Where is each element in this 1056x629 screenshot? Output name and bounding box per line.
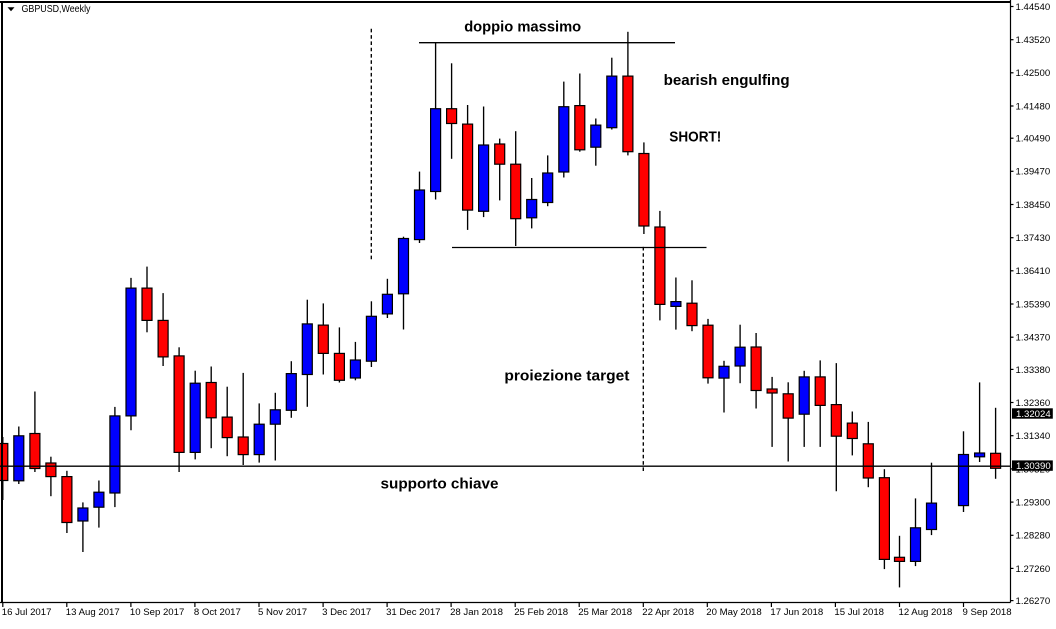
svg-text:1.33380: 1.33380 [1016, 365, 1051, 376]
svg-text:16 Jul 2017: 16 Jul 2017 [2, 607, 52, 618]
svg-text:1.34370: 1.34370 [1016, 333, 1051, 344]
svg-text:1.40490: 1.40490 [1016, 134, 1051, 145]
svg-text:bearish engulfing: bearish engulfing [664, 72, 790, 89]
svg-text:20 May 2018: 20 May 2018 [706, 607, 761, 618]
svg-text:22 Apr 2018: 22 Apr 2018 [642, 607, 694, 618]
svg-text:5 Nov 2017: 5 Nov 2017 [258, 607, 307, 618]
svg-text:8 Oct 2017: 8 Oct 2017 [194, 607, 241, 618]
svg-text:supporto chiave: supporto chiave [381, 476, 499, 493]
svg-text:28 Jan 2018: 28 Jan 2018 [450, 607, 503, 618]
svg-text:1.26270: 1.26270 [1016, 596, 1051, 607]
svg-text:10 Sep 2017: 10 Sep 2017 [130, 607, 184, 618]
svg-text:1.29300: 1.29300 [1016, 498, 1051, 509]
svg-text:1.32024: 1.32024 [1016, 409, 1051, 420]
svg-text:1.30390: 1.30390 [1016, 461, 1051, 472]
svg-text:1.44540: 1.44540 [1016, 2, 1051, 13]
svg-text:25 Feb 2018: 25 Feb 2018 [514, 607, 568, 618]
svg-text:1.39470: 1.39470 [1016, 167, 1051, 178]
svg-text:12 Aug 2018: 12 Aug 2018 [899, 607, 953, 618]
svg-text:GBPUSD,Weekly: GBPUSD,Weekly [22, 4, 92, 15]
svg-text:1.32360: 1.32360 [1016, 398, 1051, 409]
svg-text:1.37430: 1.37430 [1016, 233, 1051, 244]
svg-text:1.35390: 1.35390 [1016, 299, 1051, 310]
svg-text:doppio massimo: doppio massimo [464, 19, 581, 36]
svg-text:proiezione target: proiezione target [504, 368, 629, 385]
svg-text:1.41480: 1.41480 [1016, 101, 1051, 112]
svg-text:25 Mar 2018: 25 Mar 2018 [578, 607, 632, 618]
svg-text:1.38450: 1.38450 [1016, 200, 1051, 211]
svg-text:31 Dec 2017: 31 Dec 2017 [386, 607, 440, 618]
svg-text:17 Jun 2018: 17 Jun 2018 [770, 607, 823, 618]
svg-text:1.31340: 1.31340 [1016, 431, 1051, 442]
svg-text:1.27260: 1.27260 [1016, 564, 1051, 575]
svg-text:SHORT!: SHORT! [669, 129, 721, 146]
svg-text:13 Aug 2017: 13 Aug 2017 [66, 607, 120, 618]
svg-text:1.42500: 1.42500 [1016, 68, 1051, 79]
svg-text:9 Sep 2018: 9 Sep 2018 [963, 607, 1012, 618]
svg-text:15 Jul 2018: 15 Jul 2018 [834, 607, 884, 618]
svg-text:1.36410: 1.36410 [1016, 266, 1051, 277]
svg-text:1.43520: 1.43520 [1016, 35, 1051, 46]
svg-text:1.28280: 1.28280 [1016, 531, 1051, 542]
svg-text:3 Dec 2017: 3 Dec 2017 [322, 607, 371, 618]
